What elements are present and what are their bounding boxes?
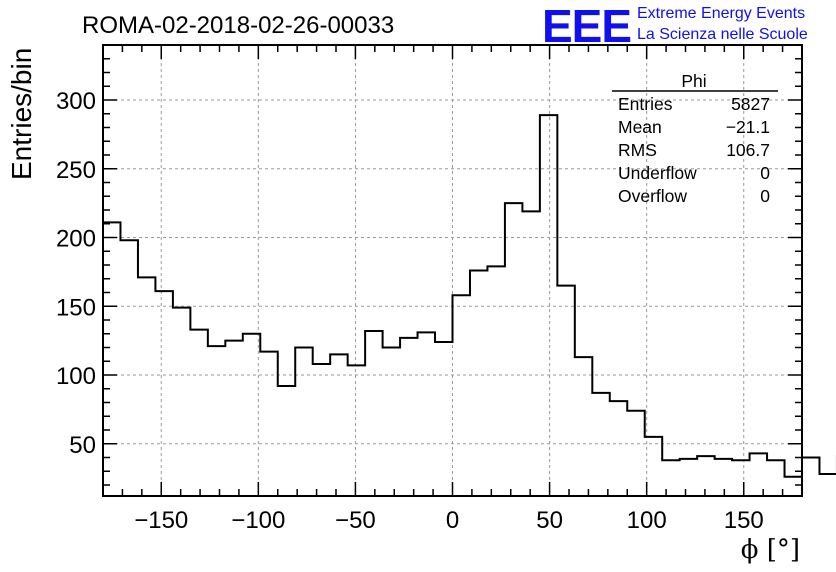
x-tick-label: 50 <box>536 507 563 534</box>
y-tick-label: 100 <box>56 363 96 390</box>
axis-ticks <box>102 45 803 496</box>
stats-row-value: 106.7 <box>726 140 770 160</box>
eee-logo-line2: La Scienza nelle Scuole <box>637 26 808 43</box>
stats-row-label: Overflow <box>618 186 687 206</box>
eee-logo-mark: EEE <box>542 0 631 52</box>
stats-row-value: 0 <box>760 163 770 183</box>
y-tick-label: 300 <box>56 88 96 115</box>
y-tick-label: 50 <box>69 432 96 459</box>
y-tick-label: 150 <box>56 294 96 321</box>
y-tick-label: 250 <box>56 157 96 184</box>
stats-box: Phi Entries 5827 Mean −21.1 RMS 106.7 Underflo… <box>612 71 778 206</box>
histogram-series-line <box>103 114 836 478</box>
eee-logo: EEE Extreme Energy Events La Scienza nel… <box>542 0 808 52</box>
x-tick-label: 150 <box>724 507 764 534</box>
x-axis-title: ϕ [°] <box>741 535 800 565</box>
x-tick-label: −100 <box>231 507 285 534</box>
y-axis-title: Entries/bin <box>6 48 37 180</box>
grid-lines <box>103 45 802 496</box>
stats-row-value: −21.1 <box>726 117 770 137</box>
y-tick-label: 200 <box>56 226 96 253</box>
x-tick-label: −50 <box>335 507 376 534</box>
stats-row-label: Underflow <box>618 163 697 183</box>
chart-title: ROMA-02-2018-02-26-00033 <box>82 12 394 39</box>
x-tick-label: 100 <box>627 507 667 534</box>
stats-row-label: Entries <box>618 94 673 114</box>
stats-row-value: 5827 <box>731 94 770 114</box>
eee-logo-line1: Extreme Energy Events <box>637 5 805 22</box>
x-tick-labels: −150 −100 −50 0 50 100 150 <box>134 507 764 534</box>
x-tick-label: 0 <box>446 507 459 534</box>
stats-row-label: Mean <box>618 117 662 137</box>
stats-row-value: 0 <box>760 186 770 206</box>
stats-row-label: RMS <box>618 140 657 160</box>
y-tick-labels: 50 100 150 200 250 300 <box>56 88 96 459</box>
x-tick-label: −150 <box>134 507 188 534</box>
stats-box-title: Phi <box>681 71 706 91</box>
